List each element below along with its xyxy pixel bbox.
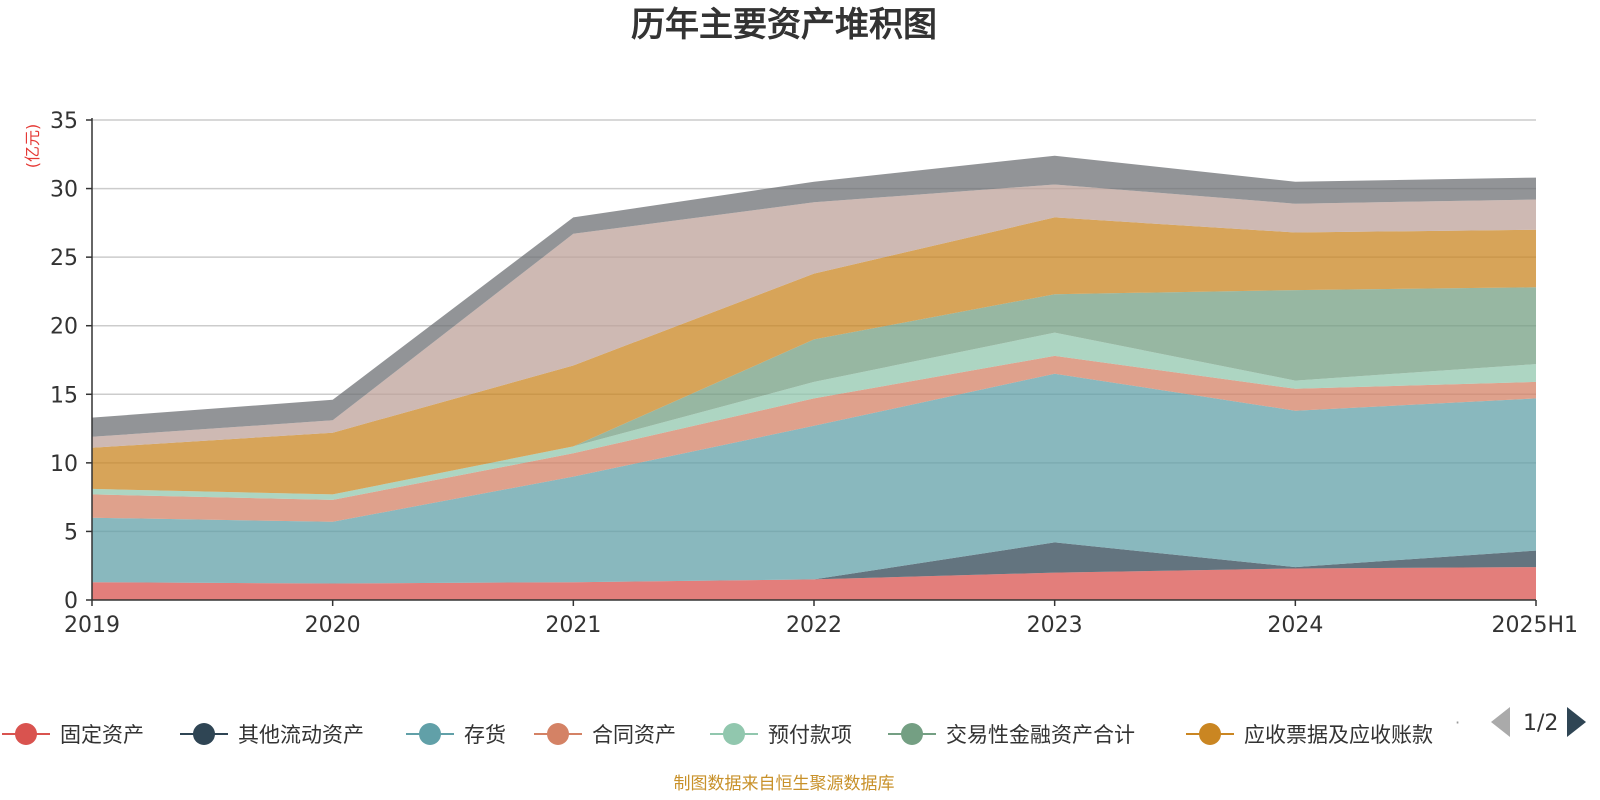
- legend-more-marker: ·: [1455, 713, 1460, 732]
- legend-circle-icon: [547, 723, 569, 745]
- y-tick-label: 25: [50, 246, 78, 271]
- area-series-2: [92, 373, 1536, 584]
- area-series-5: [92, 287, 1536, 495]
- legend-pager: 1/2: [1491, 707, 1586, 737]
- y-tick-label: 0: [64, 589, 78, 614]
- area-series-6: [92, 217, 1536, 495]
- legend-next-page-icon[interactable]: [1567, 707, 1586, 737]
- y-tick-label: 20: [50, 315, 78, 340]
- area-series-1: [92, 542, 1536, 584]
- y-tick-label: 30: [50, 178, 78, 203]
- legend-item[interactable]: 交易性金融资产合计: [888, 723, 1135, 747]
- legend-label: 存货: [464, 723, 506, 747]
- area-series-7: [92, 184, 1536, 448]
- legend-label: 其他流动资产: [238, 723, 364, 747]
- area-series-8: [92, 155, 1536, 437]
- y-tick-label: 10: [50, 452, 78, 477]
- legend-circle-icon: [193, 723, 215, 745]
- legend-circle-icon: [419, 723, 441, 745]
- x-tick-label: 2020: [305, 613, 361, 638]
- y-tick-label: 15: [50, 383, 78, 408]
- legend-label: 合同资产: [592, 723, 676, 747]
- area-series-3: [92, 355, 1536, 522]
- axes: 0 5 10 15 20 25 30 35 2019 2020 2021 2022 2023 2024 20…: [50, 109, 1578, 638]
- legend-circle-icon: [901, 723, 923, 745]
- legend: 固定资产 其他流动资产 存货 合同资产 预付款项 交易性金融资产合计 应收票据及应收账款: [2, 723, 1433, 747]
- y-axis-unit-label: (亿元): [23, 124, 42, 169]
- x-tick-label: 2019: [64, 613, 120, 638]
- legend-item[interactable]: 其他流动资产: [180, 723, 364, 747]
- legend-label: 应收票据及应收账款: [1244, 723, 1433, 747]
- area-series-layer: [92, 155, 1536, 600]
- legend-item[interactable]: 预付款项: [710, 723, 852, 747]
- legend-prev-page-icon[interactable]: [1491, 707, 1510, 737]
- x-tick-label: 2022: [786, 613, 842, 638]
- x-tick-label: 2024: [1267, 613, 1323, 638]
- x-tick-label: 2021: [545, 613, 601, 638]
- legend-item[interactable]: 固定资产: [2, 723, 144, 747]
- legend-page-indicator: 1/2: [1523, 711, 1558, 736]
- legend-label: 交易性金融资产合计: [946, 723, 1135, 747]
- chart-title: 历年主要资产堆积图: [631, 5, 937, 45]
- legend-item[interactable]: 合同资产: [534, 723, 676, 747]
- legend-circle-icon: [723, 723, 745, 745]
- x-tick-label: 2023: [1027, 613, 1083, 638]
- legend-label: 固定资产: [60, 723, 144, 747]
- x-tick-label: 2025H1: [1491, 613, 1578, 638]
- footer-source: 制图数据来自恒生聚源数据库: [674, 774, 895, 794]
- legend-item[interactable]: 存货: [406, 723, 506, 747]
- area-series-0: [92, 567, 1536, 600]
- y-tick-label: 35: [50, 109, 78, 134]
- legend-label: 预付款项: [768, 723, 852, 747]
- legend-circle-icon: [15, 723, 37, 745]
- y-tick-label: 5: [64, 520, 78, 545]
- legend-circle-icon: [1199, 723, 1221, 745]
- legend-item[interactable]: 应收票据及应收账款: [1186, 723, 1433, 747]
